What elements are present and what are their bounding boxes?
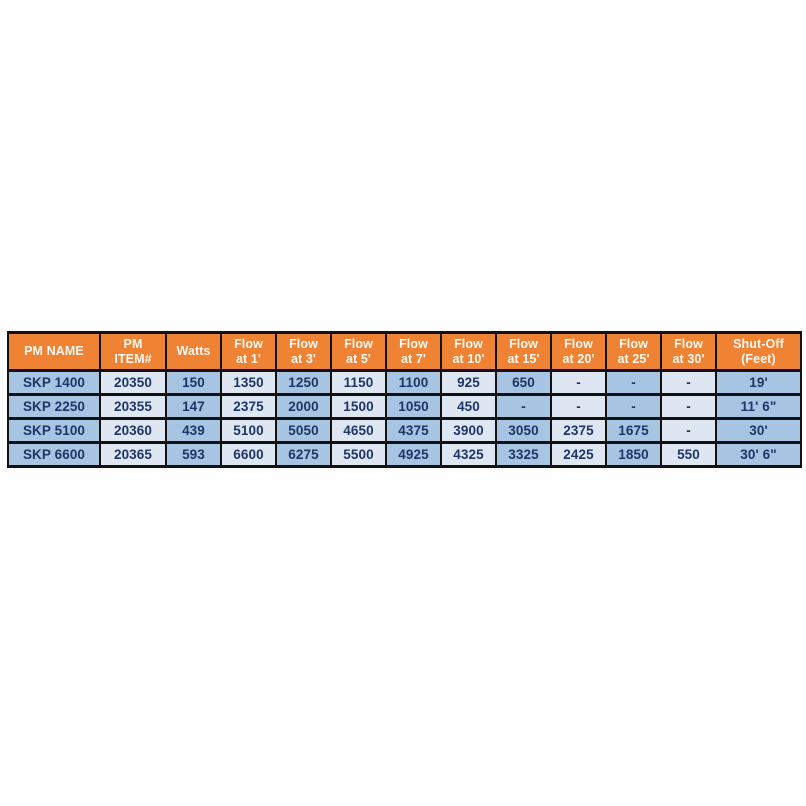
cell-flow-30: - <box>660 393 717 420</box>
cell-flow-1: 6600 <box>220 441 277 468</box>
col-header-flow-30: Flow at 30' <box>660 331 717 372</box>
cell-pm-item: 20365 <box>99 441 167 468</box>
header-label: Watts <box>176 344 211 359</box>
col-header-flow-3: Flow at 3' <box>275 331 332 372</box>
pump-spec-table-container: PM NAME PM ITEM# Watts Flow at 1' Flow at 3… <box>7 331 802 468</box>
cell-flow-30: - <box>660 417 717 444</box>
header-label: Flow <box>344 337 373 352</box>
col-header-flow-25: Flow at 25' <box>605 331 662 372</box>
cell-flow-20: 2375 <box>550 417 607 444</box>
cell-flow-7: 1050 <box>385 393 442 420</box>
header-label: Flow <box>289 337 318 352</box>
header-label: PM NAME <box>24 344 84 359</box>
header-label: Flow <box>399 337 428 352</box>
cell-pm-name: SKP 5100 <box>7 417 101 444</box>
header-label: Shut-Off <box>733 337 784 352</box>
cell-flow-5: 5500 <box>330 441 387 468</box>
cell-flow-1: 5100 <box>220 417 277 444</box>
cell-flow-20: 2425 <box>550 441 607 468</box>
table-row: SKP 6600 20365 593 6600 6275 5500 4925 4… <box>7 441 802 468</box>
cell-flow-25: - <box>605 369 662 396</box>
cell-flow-7: 4925 <box>385 441 442 468</box>
col-header-flow-20: Flow at 20' <box>550 331 607 372</box>
cell-watts: 593 <box>165 441 222 468</box>
header-label: Flow <box>564 337 593 352</box>
header-label: Flow <box>619 337 648 352</box>
table-header: PM NAME PM ITEM# Watts Flow at 1' Flow at 3… <box>7 331 802 372</box>
cell-flow-5: 4650 <box>330 417 387 444</box>
cell-watts: 150 <box>165 369 222 396</box>
header-label: Flow <box>674 337 703 352</box>
cell-flow-3: 1250 <box>275 369 332 396</box>
header-row: PM NAME PM ITEM# Watts Flow at 1' Flow at 3… <box>7 331 802 372</box>
cell-flow-15: - <box>495 393 552 420</box>
col-header-flow-15: Flow at 15' <box>495 331 552 372</box>
col-header-shut-off: Shut-Off (Feet) <box>715 331 802 372</box>
table-row: SKP 2250 20355 147 2375 2000 1500 1050 4… <box>7 393 802 420</box>
pump-spec-table: PM NAME PM ITEM# Watts Flow at 1' Flow at 3… <box>7 331 802 468</box>
cell-flow-10: 450 <box>440 393 497 420</box>
cell-pm-item: 20360 <box>99 417 167 444</box>
cell-flow-5: 1150 <box>330 369 387 396</box>
cell-pm-item: 20355 <box>99 393 167 420</box>
cell-flow-3: 2000 <box>275 393 332 420</box>
col-header-pm-name: PM NAME <box>7 331 101 372</box>
cell-pm-name: SKP 6600 <box>7 441 101 468</box>
header-label: Flow <box>509 337 538 352</box>
col-header-flow-1: Flow at 1' <box>220 331 277 372</box>
cell-watts: 147 <box>165 393 222 420</box>
cell-flow-30: 550 <box>660 441 717 468</box>
col-header-flow-10: Flow at 10' <box>440 331 497 372</box>
cell-flow-20: - <box>550 393 607 420</box>
cell-pm-item: 20350 <box>99 369 167 396</box>
cell-flow-7: 1100 <box>385 369 442 396</box>
cell-flow-20: - <box>550 369 607 396</box>
cell-flow-5: 1500 <box>330 393 387 420</box>
cell-shut-off: 11' 6" <box>715 393 802 420</box>
cell-pm-name: SKP 2250 <box>7 393 101 420</box>
cell-shut-off: 30' 6" <box>715 441 802 468</box>
cell-flow-10: 925 <box>440 369 497 396</box>
cell-flow-10: 3900 <box>440 417 497 444</box>
cell-flow-25: - <box>605 393 662 420</box>
cell-pm-name: SKP 1400 <box>7 369 101 396</box>
cell-flow-30: - <box>660 369 717 396</box>
col-header-pm-item: PM ITEM# <box>99 331 167 372</box>
cell-shut-off: 19' <box>715 369 802 396</box>
table-row: SKP 1400 20350 150 1350 1250 1150 1100 9… <box>7 369 802 396</box>
cell-flow-15: 650 <box>495 369 552 396</box>
col-header-flow-7: Flow at 7' <box>385 331 442 372</box>
header-label: Flow <box>234 337 263 352</box>
cell-flow-15: 3050 <box>495 417 552 444</box>
cell-flow-3: 5050 <box>275 417 332 444</box>
cell-flow-25: 1850 <box>605 441 662 468</box>
cell-flow-10: 4325 <box>440 441 497 468</box>
table-row: SKP 5100 20360 439 5100 5050 4650 4375 3… <box>7 417 802 444</box>
header-label: Flow <box>454 337 483 352</box>
table-body: SKP 1400 20350 150 1350 1250 1150 1100 9… <box>7 369 802 468</box>
cell-flow-1: 2375 <box>220 393 277 420</box>
cell-flow-1: 1350 <box>220 369 277 396</box>
cell-flow-7: 4375 <box>385 417 442 444</box>
col-header-flow-5: Flow at 5' <box>330 331 387 372</box>
cell-watts: 439 <box>165 417 222 444</box>
col-header-watts: Watts <box>165 331 222 372</box>
cell-flow-3: 6275 <box>275 441 332 468</box>
cell-shut-off: 30' <box>715 417 802 444</box>
header-label: PM <box>123 337 143 352</box>
cell-flow-25: 1675 <box>605 417 662 444</box>
cell-flow-15: 3325 <box>495 441 552 468</box>
